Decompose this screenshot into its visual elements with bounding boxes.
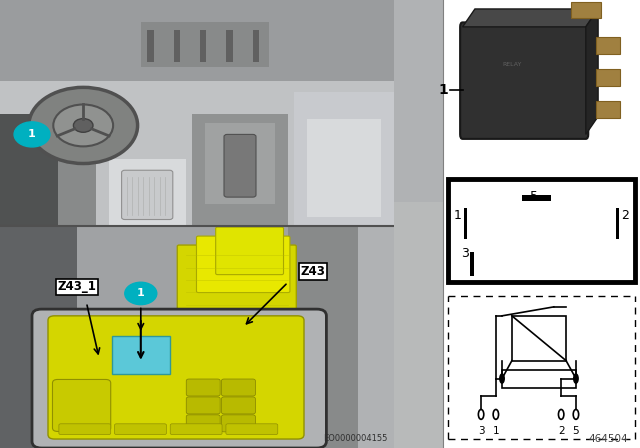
Bar: [596, 101, 620, 118]
Bar: [0, 226, 394, 448]
FancyBboxPatch shape: [115, 424, 166, 435]
Circle shape: [493, 409, 499, 419]
Circle shape: [573, 373, 579, 384]
FancyBboxPatch shape: [224, 134, 256, 197]
Bar: [205, 123, 275, 204]
Bar: [192, 114, 288, 226]
Bar: [147, 30, 154, 62]
Text: 3: 3: [461, 247, 468, 260]
Text: Z43_1: Z43_1: [58, 280, 97, 293]
Bar: [227, 30, 233, 62]
FancyBboxPatch shape: [196, 236, 290, 293]
Text: 5: 5: [573, 426, 579, 436]
Bar: [0, 0, 394, 81]
FancyBboxPatch shape: [122, 170, 173, 220]
Text: 1: 1: [493, 426, 499, 436]
Bar: [0, 0, 394, 226]
Circle shape: [478, 409, 484, 419]
Bar: [58, 159, 96, 226]
Bar: [448, 179, 635, 282]
Bar: [294, 92, 394, 226]
FancyBboxPatch shape: [221, 379, 255, 396]
Bar: [200, 30, 206, 62]
FancyBboxPatch shape: [59, 424, 111, 435]
Bar: [112, 336, 170, 374]
Bar: [141, 22, 269, 67]
Text: 1: 1: [28, 129, 36, 139]
Bar: [307, 119, 381, 217]
Circle shape: [559, 409, 564, 419]
Circle shape: [74, 119, 93, 132]
Polygon shape: [463, 9, 598, 27]
Text: 1: 1: [137, 289, 145, 298]
FancyBboxPatch shape: [221, 415, 255, 432]
Text: 5: 5: [530, 190, 538, 203]
Circle shape: [53, 104, 113, 146]
Bar: [596, 37, 620, 54]
Text: Z43: Z43: [301, 265, 326, 278]
FancyBboxPatch shape: [32, 309, 326, 448]
Bar: [109, 159, 186, 226]
Bar: [253, 30, 259, 62]
Text: EO0000004155: EO0000004155: [323, 434, 387, 443]
Bar: [0, 226, 77, 448]
Bar: [502, 370, 576, 388]
FancyBboxPatch shape: [221, 397, 255, 414]
Text: 2: 2: [621, 209, 629, 222]
FancyBboxPatch shape: [52, 379, 111, 431]
FancyBboxPatch shape: [186, 379, 220, 396]
FancyBboxPatch shape: [177, 245, 296, 310]
Text: 1: 1: [438, 82, 448, 97]
Text: 3: 3: [477, 426, 484, 436]
Bar: [522, 195, 551, 201]
Bar: [616, 208, 620, 239]
Bar: [0, 114, 58, 226]
Bar: [358, 226, 394, 448]
Bar: [470, 252, 474, 276]
Text: 464504: 464504: [588, 434, 628, 444]
Bar: [512, 316, 566, 361]
FancyBboxPatch shape: [170, 424, 222, 435]
Bar: [571, 2, 600, 18]
Bar: [394, 0, 443, 202]
FancyBboxPatch shape: [216, 227, 284, 275]
FancyBboxPatch shape: [226, 424, 278, 435]
FancyBboxPatch shape: [48, 316, 304, 439]
FancyBboxPatch shape: [460, 22, 588, 139]
FancyBboxPatch shape: [186, 397, 220, 414]
FancyBboxPatch shape: [186, 415, 220, 432]
Text: 2: 2: [558, 426, 564, 436]
Bar: [596, 69, 620, 86]
Bar: [288, 226, 397, 448]
Polygon shape: [586, 9, 598, 134]
Bar: [394, 202, 443, 448]
Circle shape: [573, 409, 579, 419]
Circle shape: [499, 373, 505, 384]
Circle shape: [125, 282, 157, 305]
Text: RELAY: RELAY: [502, 62, 522, 67]
Bar: [173, 30, 180, 62]
Bar: [464, 208, 467, 239]
Circle shape: [14, 122, 50, 147]
Text: 1: 1: [454, 209, 461, 222]
Circle shape: [29, 87, 138, 164]
